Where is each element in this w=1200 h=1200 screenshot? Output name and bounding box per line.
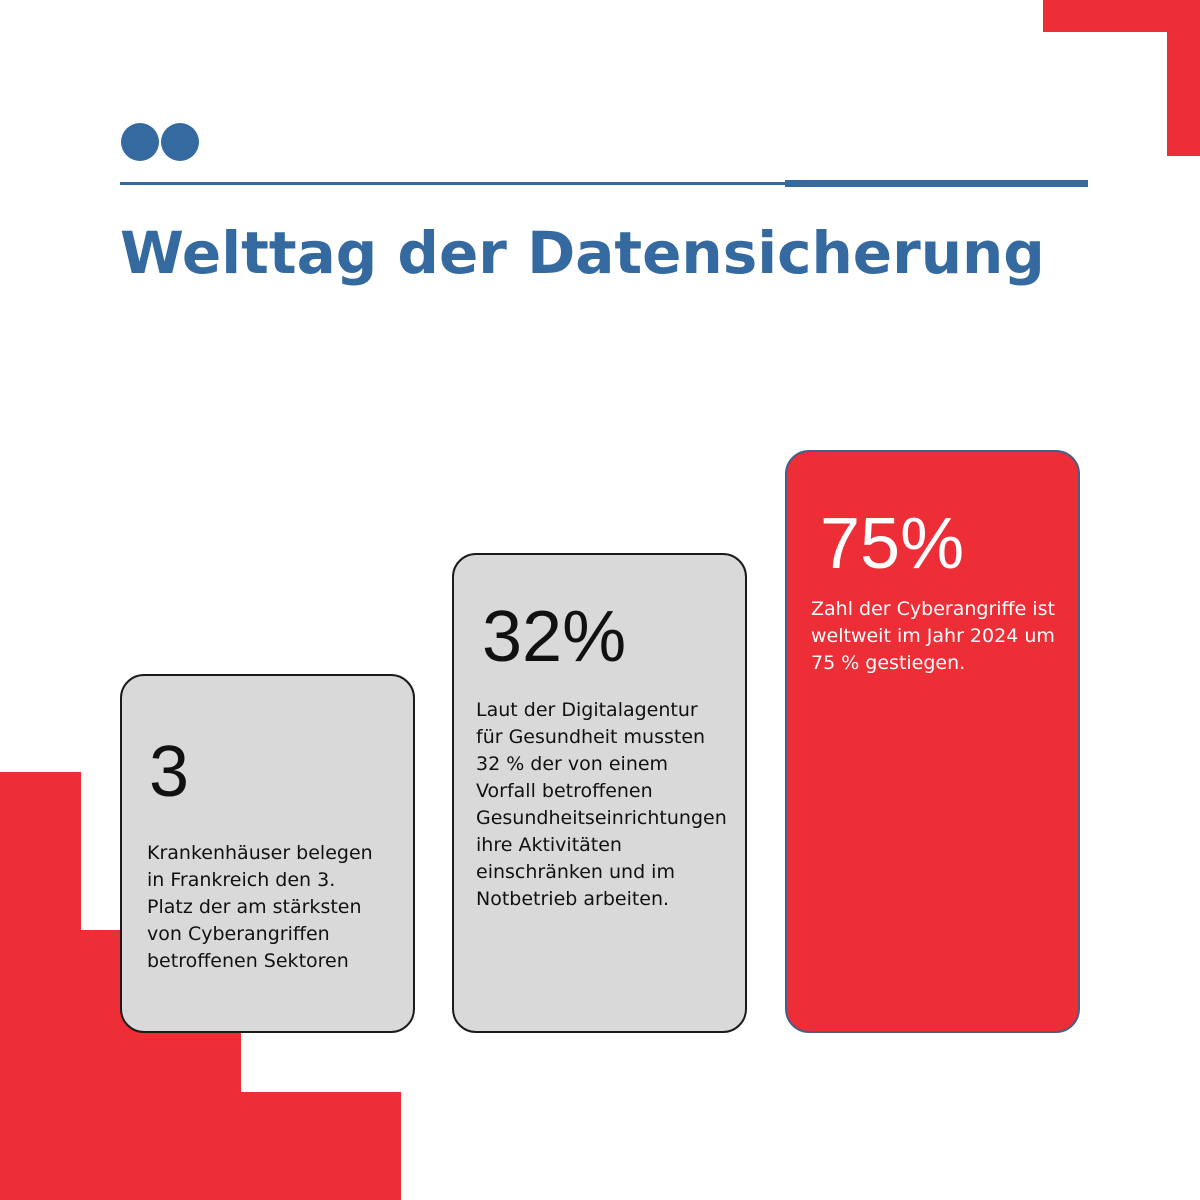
stat-card-health-agency: 32% Laut der Digitalagentur für Gesundhe…: [452, 553, 747, 1033]
header-rule-accent: [785, 180, 1088, 187]
stat-value: 3: [149, 732, 190, 812]
stat-card-cyberattacks: 75% Zahl der Cyberangriffe ist weltweit …: [785, 450, 1080, 1033]
stat-description: Zahl der Cyberangriffe ist weltweit im J…: [811, 598, 1055, 674]
corner-decoration-side: [1167, 0, 1200, 156]
stat-value: 32%: [482, 597, 627, 677]
page-title: Welttag der Datensicherung: [120, 219, 1045, 287]
header-rule: [120, 182, 788, 185]
stat-value: 75%: [820, 504, 965, 584]
logo-dot-right: [161, 123, 199, 161]
stat-card-hospitals: 3 Krankenhäuser belegen in Frankreich de…: [120, 674, 415, 1033]
logo-dot-left: [121, 123, 159, 161]
stat-description: Laut der Digitalagentur für Gesundheit m…: [476, 699, 727, 910]
step-decoration-3: [0, 1092, 401, 1200]
stat-description: Krankenhäuser belegen in Frankreich den …: [147, 842, 373, 972]
